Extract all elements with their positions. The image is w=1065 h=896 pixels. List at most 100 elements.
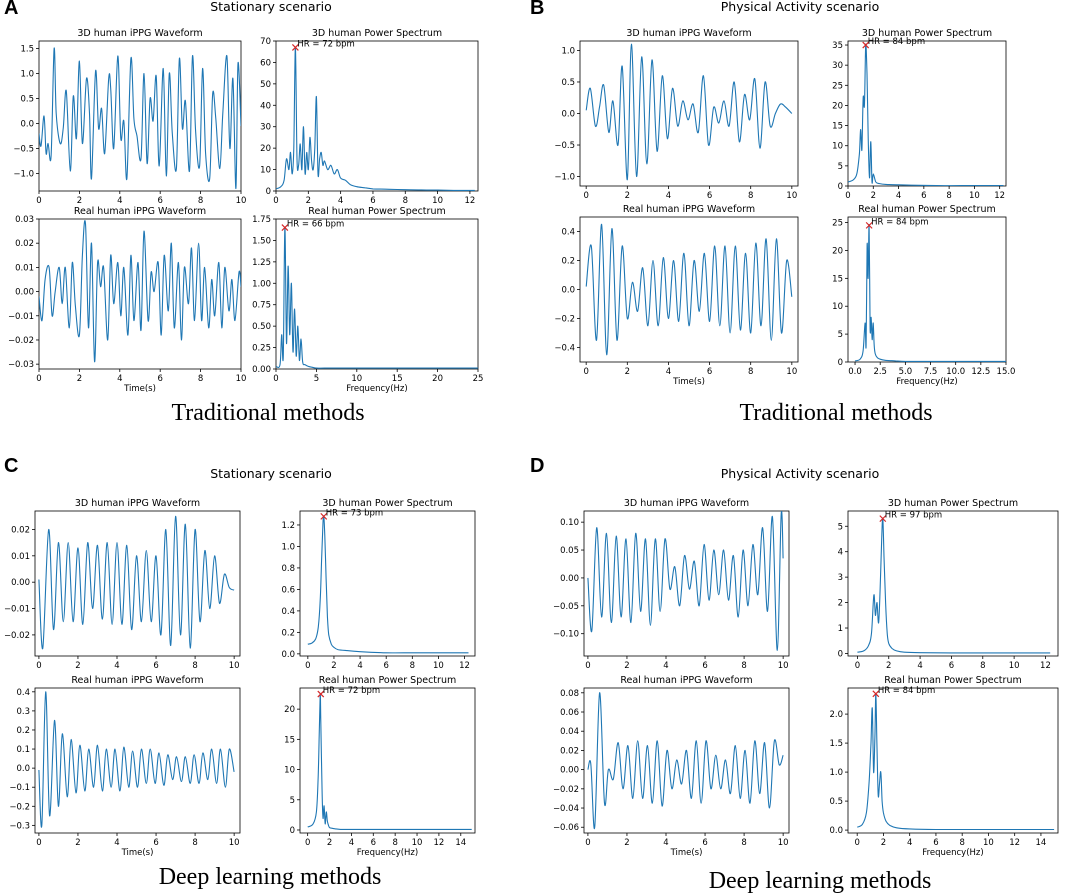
x-tick-label: 6 [707,367,712,377]
x-tick-label: 8 [741,838,746,848]
x-tick-label: 8 [392,838,397,848]
axes-frame [579,40,799,187]
x-tick-label: 8 [192,838,197,848]
x-tick-label: 2 [871,191,876,201]
x-tick-label: 0 [273,196,278,206]
x-tick-label: 2 [624,838,629,848]
hr-peak-marker [862,41,870,49]
y-tick-label: −0.10 [553,630,579,640]
x-tick-label: 2 [77,196,82,206]
y-tick-label: 10 [284,766,295,776]
x-tick-label: 4 [917,661,922,671]
chart-B-specReal: Real human Power Spectrum 0.0 2.5 5.0 7.5 10.… [832,204,1015,387]
x-tick-label: 8 [198,196,203,206]
y-tick-label: −0.4 [554,344,575,354]
series-line [848,43,1004,186]
chart-title: 3D human iPPG Waveform [75,498,200,509]
hr-annotation: HR = 97 bpm [885,511,942,521]
x-tick-label: 15 [392,374,403,384]
x-tick-label: 14 [1036,838,1047,848]
x-tick-label: 12.5 [971,367,990,377]
x-tick-label: 8 [980,661,985,671]
y-tick-label: 0.5 [561,78,575,88]
y-tick-label: 0.0 [16,764,30,774]
axes-frame [34,687,241,834]
chart-title: 3D human Power Spectrum [888,498,1018,509]
x-tick-label: 25 [473,374,484,384]
y-tick-label: 50 [260,80,271,90]
panel-c-caption: Deep learning methods [158,864,382,890]
y-tick-label: 15 [284,735,295,745]
axes-frame [847,510,1059,657]
y-tick-label: 0.01 [15,263,34,273]
x-tick-label: 8 [410,661,415,671]
x-axis-label: Frequency(Hz) [357,848,418,858]
x-tick-label: 8 [946,191,951,201]
series-line [585,43,793,181]
x-axis-label: Time(s) [670,848,703,858]
y-tick-label: 5 [838,330,843,340]
x-tick-label: 2 [625,367,630,377]
panel-a-letter: A [4,0,19,19]
y-tick-label: −0.04 [553,804,579,814]
y-tick-label: 3 [838,573,843,583]
hr-annotation: HR = 66 bpm [287,220,344,230]
x-tick-label: 6 [702,838,707,848]
x-tick-label: 10 [778,661,789,671]
x-tick-label: 10 [778,838,789,848]
hr-annotation: HR = 72 bpm [297,39,354,49]
x-tick-label: 4 [114,661,119,671]
x-tick-label: 4 [338,196,343,206]
axes-frame [583,510,790,657]
y-tick-label: 60 [260,58,271,68]
x-tick-label: 12 [1009,838,1020,848]
y-tick-label: −0.05 [553,602,579,612]
y-tick-label: −0.2 [9,802,30,812]
x-tick-label: 0 [854,838,859,848]
y-tick-label: 0.01 [11,552,30,562]
x-tick-label: 6 [702,661,707,671]
hr-annotation: HR = 84 bpm [871,217,928,227]
y-tick-label: 1.5 [829,739,843,749]
x-tick-label: 2 [306,196,311,206]
chart-D-specReal: Real human Power Spectrum 0 2 4 6 8 10 12 14 0.0 0… [829,675,1059,858]
x-tick-label: 2 [77,374,82,384]
y-tick-label: 0.06 [560,708,579,718]
chart-C-spec3d: 3D human Power Spectrum 0 2 4 6 8 10 12 0.0 0.2 0.… [281,498,476,671]
y-tick-label: 0.00 [560,766,579,776]
y-tick-label: 20 [832,101,843,111]
x-axis-label: Frequency(Hz) [346,384,407,394]
chart-title: 3D human Power Spectrum [322,498,452,509]
marker-stroke [320,512,328,520]
y-tick-label: 0.00 [15,288,34,298]
marker-stroke [281,224,289,231]
x-tick-label: 0 [583,367,588,377]
x-tick-label: 8 [741,661,746,671]
marker-stroke [865,221,873,229]
x-tick-label: 4 [117,374,122,384]
x-tick-label: 14 [455,838,466,848]
series-line [857,517,1051,654]
x-axis-label: Time(s) [672,377,705,387]
hr-peak-marker [320,512,328,520]
axes-frame [847,687,1059,834]
y-tick-label: −0.01 [8,312,34,322]
y-tick-label: 30 [260,123,271,133]
y-tick-label: 0.4 [16,688,30,698]
y-tick-label: −0.02 [4,631,30,641]
x-tick-label: 10 [969,191,980,201]
y-tick-label: 0.08 [560,689,579,699]
series-line [585,223,793,356]
y-tick-label: 10 [260,166,271,176]
x-tick-label: 2 [75,661,80,671]
y-tick-label: 20 [284,705,295,715]
axes-frame [38,218,242,370]
y-tick-label: 0.50 [252,322,271,332]
x-tick-label: 10 [786,367,797,377]
y-tick-label: 0.2 [281,628,295,638]
x-tick-label: 10 [351,374,362,384]
axes-frame [275,40,479,192]
y-tick-label: 1.0 [20,70,34,80]
y-tick-label: 0 [838,649,843,659]
marker-stroke [291,44,299,51]
